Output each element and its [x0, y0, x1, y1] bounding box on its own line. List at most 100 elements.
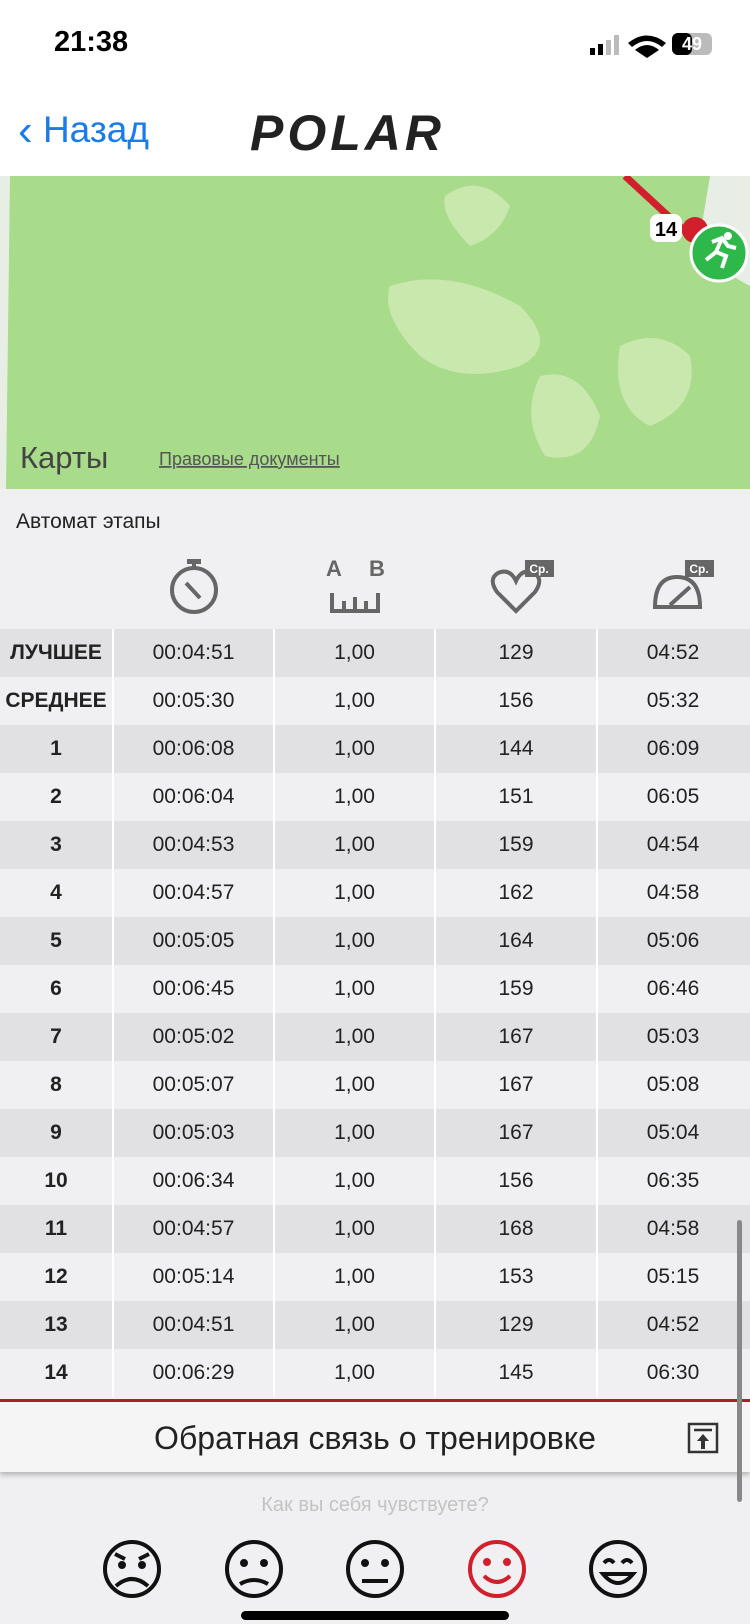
battery: 49: [682, 34, 702, 54]
mood-faces: [103, 1540, 647, 1620]
lap-label: ЛУЧШЕЕ: [0, 629, 114, 677]
table-row: 8 00:05:07 1,00 167 05:08: [0, 1061, 750, 1109]
table-row: 12 00:05:14 1,00 153 05:15: [0, 1253, 750, 1301]
lap-label: 7: [0, 1013, 114, 1061]
lap-pace: 05:04: [646, 1121, 700, 1144]
feedback-title: Обратная связь о тренировке: [154, 1420, 596, 1456]
lap-heart-rate: 151: [436, 773, 598, 821]
distance-b: B: [369, 556, 385, 581]
lap-pace: 06:30: [646, 1361, 700, 1384]
lap-time: 00:06:29: [114, 1349, 275, 1397]
lap-pace: 05:03: [646, 1025, 700, 1048]
lap-label: 2: [0, 773, 114, 821]
lap-label: 3: [0, 821, 114, 869]
table-row: 9 00:05:03 1,00 167 05:04: [0, 1109, 750, 1157]
lap-time: 00:04:57: [114, 869, 275, 917]
table-row: 14 00:06:29 1,00 145 06:30: [0, 1349, 750, 1397]
logo: POLAR: [250, 105, 445, 161]
lap-pace: 05:06: [646, 929, 700, 952]
status-time: 21:38: [54, 26, 129, 58]
lap-distance: 1,00: [275, 1301, 436, 1349]
lap-time: 00:06:34: [114, 1157, 275, 1205]
column-icons: A B Ср. Ср.: [170, 556, 714, 614]
lap-heart-rate: 156: [436, 677, 598, 725]
header-bg: [0, 0, 750, 176]
table-row: 5 00:05:05 1,00 164 05:06: [0, 917, 750, 965]
lap-time: 00:06:04: [114, 773, 275, 821]
lap-distance: 1,00: [275, 1109, 436, 1157]
lap-heart-rate: 167: [436, 1061, 598, 1109]
lap-time: 00:05:02: [114, 1013, 275, 1061]
lap-label: 11: [0, 1205, 114, 1253]
lap-time: 00:04:57: [114, 1205, 275, 1253]
lap-heart-rate: 167: [436, 1109, 598, 1157]
lap-time: 00:05:30: [114, 677, 275, 725]
map: 14 Карты Правовые документы: [0, 176, 750, 489]
lap-distance: 1,00: [275, 917, 436, 965]
lap-label: 14: [0, 1349, 114, 1397]
lap-pace: 05:08: [646, 1073, 700, 1096]
lap-label: 4: [0, 869, 114, 917]
table-row: 4 00:04:57 1,00 162 04:58: [0, 869, 750, 917]
status-icons: 49: [590, 33, 712, 58]
lap-distance: 1,00: [275, 677, 436, 725]
expand-icon[interactable]: [687, 1422, 719, 1454]
lap-time: 00:05:14: [114, 1253, 275, 1301]
mood-good[interactable]: [468, 1540, 526, 1598]
lap-pace: 04:52: [646, 641, 700, 664]
lap-heart-rate: 156: [436, 1157, 598, 1205]
scrollbar: [737, 1220, 742, 1502]
lap-distance: 1,00: [275, 629, 436, 677]
table-row: 10 00:06:34 1,00 156 06:35: [0, 1157, 750, 1205]
lap-pace: 06:05: [646, 785, 700, 808]
lap-distance: 1,00: [275, 1349, 436, 1397]
feedback-question: Как вы себя чувствуете?: [261, 1494, 489, 1516]
lap-heart-rate: 159: [436, 821, 598, 869]
table-row: 1 00:06:08 1,00 144 06:09: [0, 725, 750, 773]
map-legal[interactable]: Правовые документы: [159, 449, 340, 469]
lap-time: 00:04:53: [114, 821, 275, 869]
lap-label: 10: [0, 1157, 114, 1205]
lap-pace: 06:35: [646, 1169, 700, 1192]
lap-time: 00:06:08: [114, 725, 275, 773]
lap-pace: 05:32: [646, 689, 700, 712]
lap-distance: 1,00: [275, 1157, 436, 1205]
mood-very-good[interactable]: [589, 1540, 647, 1598]
lap-heart-rate: 167: [436, 1013, 598, 1061]
back-label[interactable]: Назад: [42, 109, 149, 150]
lap-distance: 1,00: [275, 1253, 436, 1301]
lap-heart-rate: 129: [436, 629, 598, 677]
lap-heart-rate: 129: [436, 1301, 598, 1349]
lap-distance: 1,00: [275, 1205, 436, 1253]
distance-a: A: [326, 556, 342, 581]
lap-time: 00:05:05: [114, 917, 275, 965]
lap-pace: 06:46: [646, 977, 700, 1000]
lap-distance: 1,00: [275, 1013, 436, 1061]
mood-bad[interactable]: [225, 1540, 283, 1598]
home-indicator: [241, 1611, 509, 1620]
lap-heart-rate: 164: [436, 917, 598, 965]
lap-label: 13: [0, 1301, 114, 1349]
lap-heart-rate: 145: [436, 1349, 598, 1397]
lap-label: СРЕДНЕЕ: [0, 677, 114, 725]
lap-label: 8: [0, 1061, 114, 1109]
lap-label: 5: [0, 917, 114, 965]
lap-heart-rate: 153: [436, 1253, 598, 1301]
lap-heart-rate: 168: [436, 1205, 598, 1253]
lap-distance: 1,00: [275, 1061, 436, 1109]
section-title: Автомат этапы: [16, 510, 161, 533]
lap-label: 12: [0, 1253, 114, 1301]
table-row: СРЕДНЕЕ 00:05:30 1,00 156 05:32: [0, 677, 750, 725]
pace-badge: Ср.: [689, 562, 708, 576]
lap-pace: 06:09: [646, 737, 700, 760]
mood-very-bad[interactable]: [103, 1540, 161, 1598]
lap-pace: 04:58: [646, 881, 700, 904]
back-button[interactable]: ‹ Назад: [18, 106, 149, 155]
feedback-bar[interactable]: Обратная связь о тренировке: [0, 1402, 750, 1472]
lap-label: 6: [0, 965, 114, 1013]
mood-neutral[interactable]: [346, 1540, 404, 1598]
table-row: 2 00:06:04 1,00 151 06:05: [0, 773, 750, 821]
table-row: 7 00:05:02 1,00 167 05:03: [0, 1013, 750, 1061]
table-row: 13 00:04:51 1,00 129 04:52: [0, 1301, 750, 1349]
